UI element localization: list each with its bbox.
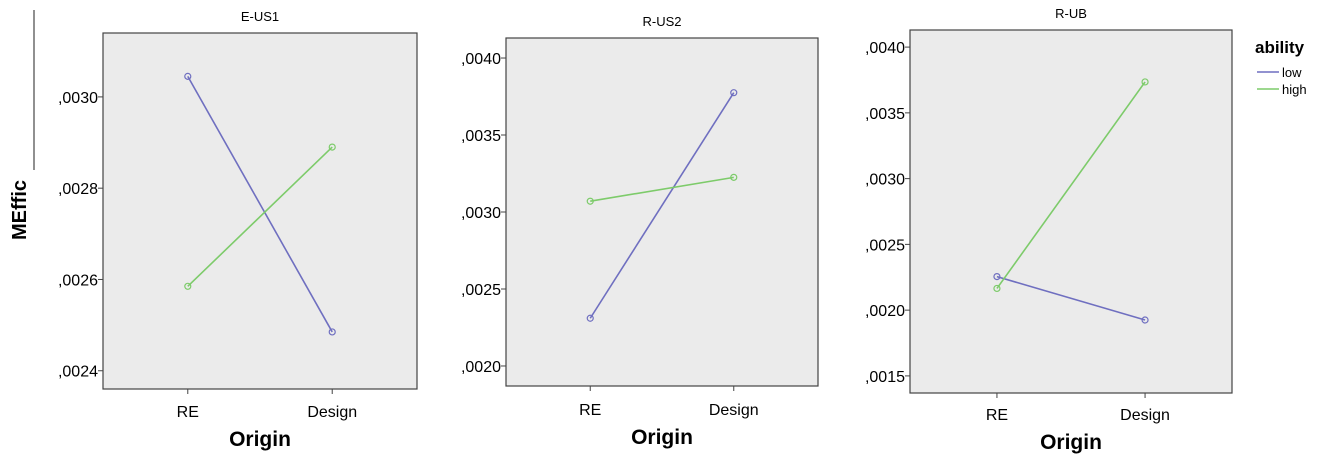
series-line-high (996, 81, 1146, 289)
y-tick-label: ,0024 (58, 364, 98, 381)
data-point-high (328, 143, 336, 151)
y-tick-label: ,0020 (865, 303, 905, 320)
chart-panel-1: E-US1 ,0024 ,0026 ,0028 ,0030 RE Design Origin (58, 9, 418, 451)
x-axis-title: Origin (631, 426, 693, 449)
x-tick-label: Design (709, 402, 759, 419)
x-axis-title: Origin (229, 428, 291, 451)
x-tick-label: RE (177, 404, 199, 421)
data-point-high (1141, 78, 1149, 86)
legend-label-high: high (1282, 82, 1307, 97)
plot-area (505, 37, 819, 387)
y-tick-label: ,0026 (58, 272, 98, 289)
plot-area (102, 32, 418, 390)
legend-title: ability (1255, 38, 1305, 57)
x-axis-title: Origin (1040, 431, 1102, 454)
panel-title: R-US2 (642, 14, 681, 29)
panel-title: R-UB (1055, 6, 1087, 21)
data-point-low (328, 328, 336, 336)
data-point-high (586, 197, 594, 205)
series-line-low (589, 92, 735, 319)
y-axis-title: MEffic (9, 180, 31, 240)
chart-panel-3: R-UB ,0015 ,0020 ,0025 ,0030 ,0035 ,0040 RE Desi… (865, 6, 1233, 454)
y-tick-label: ,0025 (461, 282, 501, 299)
series-line-low (996, 275, 1146, 321)
plot-area (909, 29, 1233, 394)
y-tick-label: ,0015 (865, 369, 905, 386)
data-point-low (586, 314, 594, 322)
x-tick-label: Design (1120, 407, 1170, 424)
data-point-low (993, 273, 1001, 281)
y-tick-label: ,0025 (865, 237, 905, 254)
data-point-low (1141, 316, 1149, 324)
data-point-high (993, 284, 1001, 293)
y-tick-label: ,0028 (58, 181, 98, 198)
x-tick-label: RE (579, 402, 601, 419)
data-point-high (184, 282, 192, 290)
legend: ability low high (1255, 38, 1307, 97)
y-tick-label: ,0020 (461, 359, 501, 376)
series-line-low (187, 75, 333, 333)
legend-label-low: low (1282, 65, 1302, 80)
y-tick-label: ,0035 (865, 106, 905, 123)
y-tick-label: ,0040 (461, 51, 501, 68)
y-tick-label: ,0030 (461, 205, 501, 222)
series-line-high (187, 146, 333, 287)
data-point-high (730, 173, 738, 181)
panel-title: E-US1 (241, 9, 279, 24)
x-tick-label: RE (986, 407, 1008, 424)
y-tick-label: ,0030 (58, 90, 98, 107)
x-tick-label: Design (307, 404, 357, 421)
chart-panel-2: R-US2 ,0020 ,0025 ,0030 ,0035 ,0040 RE Design Or… (461, 14, 819, 449)
y-tick-label: ,0030 (865, 172, 905, 189)
y-tick-label: ,0035 (461, 128, 501, 145)
y-tick-label: ,0040 (865, 40, 905, 57)
data-point-low (184, 72, 192, 80)
series-line-high (590, 176, 734, 203)
data-point-low (730, 89, 738, 97)
